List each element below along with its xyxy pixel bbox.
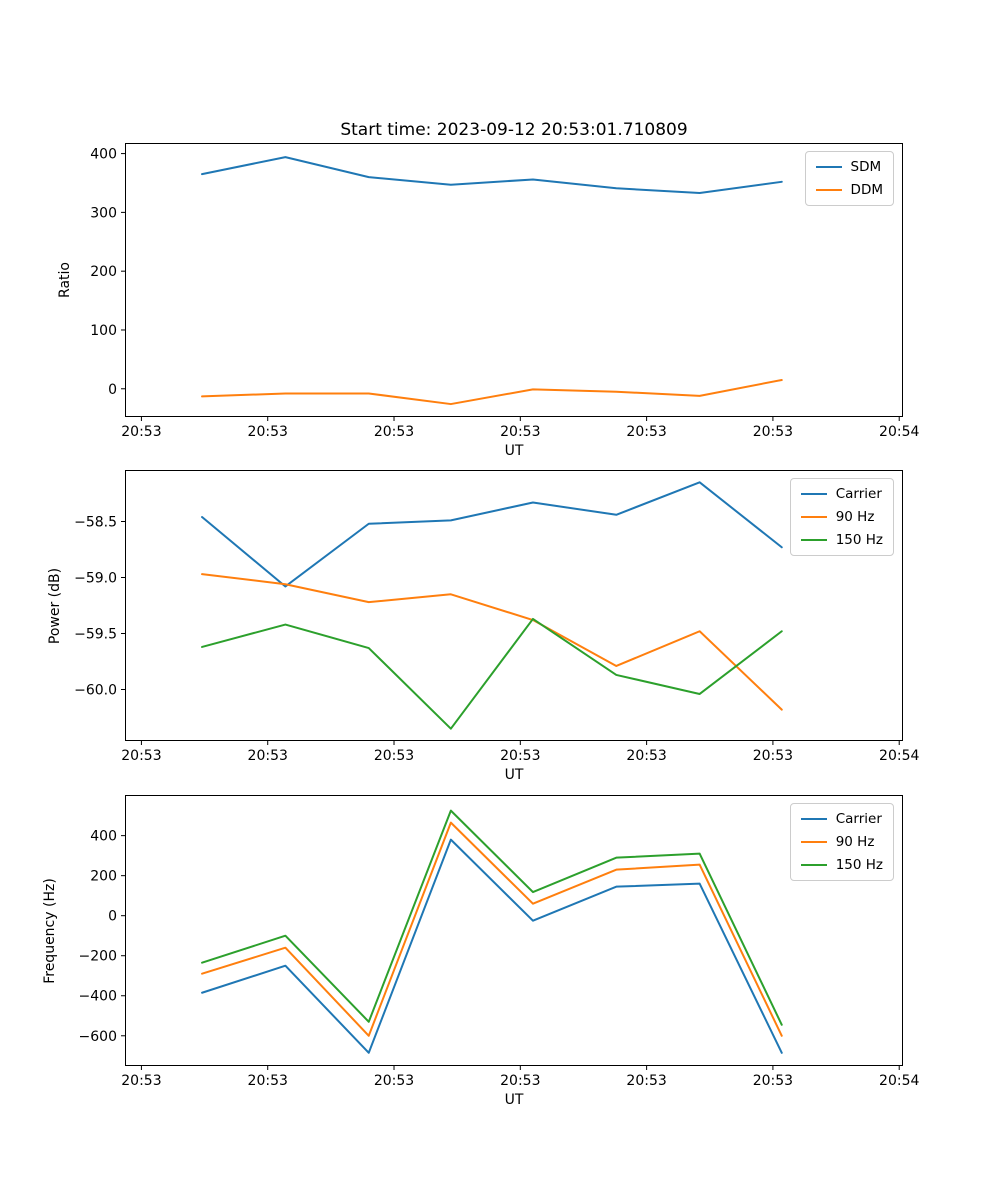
legend-label: Carrier — [835, 811, 882, 827]
ratio-chart-svg: 20:53 20:53 20:53 20:53 20:53 20:53 20:54 0 100 2… — [90, 143, 919, 440]
legend-line-swatch — [800, 841, 827, 843]
legend-line-swatch — [800, 818, 827, 820]
svg-text:−400: −400 — [79, 989, 117, 1005]
svg-text:20:53: 20:53 — [121, 1073, 161, 1089]
svg-text:400: 400 — [90, 147, 117, 163]
svg-text:300: 300 — [90, 205, 117, 221]
legend-line-swatch — [800, 864, 827, 866]
svg-text:20:53: 20:53 — [500, 424, 540, 440]
legend-label: 150 Hz — [835, 532, 883, 548]
svg-text:20:53: 20:53 — [753, 748, 793, 764]
power-chart-svg: 20:53 20:53 20:53 20:53 20:53 20:53 20:54 −60.0… — [74, 470, 919, 764]
legend-item: DDM — [815, 182, 883, 198]
svg-text:20:53: 20:53 — [374, 1073, 414, 1089]
svg-text:100: 100 — [90, 323, 117, 339]
legend-label: Carrier — [835, 486, 882, 502]
svg-text:−59.5: −59.5 — [74, 626, 117, 642]
svg-text:20:53: 20:53 — [500, 748, 540, 764]
power-plot-area: 20:53 20:53 20:53 20:53 20:53 20:53 20:54 −60.0… — [74, 470, 919, 764]
svg-text:20:53: 20:53 — [248, 424, 288, 440]
svg-text:20:53: 20:53 — [753, 424, 793, 440]
figure-title: Start time: 2023-09-12 20:53:01.710809 — [340, 120, 688, 140]
frequency-chart-svg: 20:53 20:53 20:53 20:53 20:53 20:53 20:54 −600 −… — [79, 795, 919, 1089]
svg-text:0: 0 — [108, 382, 117, 398]
svg-text:0: 0 — [108, 909, 117, 925]
legend-line-swatch — [800, 516, 827, 518]
frequency-x-axis-label: UT — [504, 1092, 524, 1108]
legend-item: 150 Hz — [800, 532, 883, 548]
power-legend: Carrier 90 Hz 150 Hz — [789, 478, 894, 556]
svg-text:−600: −600 — [79, 1029, 117, 1045]
frequency-y-axis-label: Frequency (Hz) — [42, 878, 58, 984]
legend-label: SDM — [850, 159, 882, 175]
svg-text:20:53: 20:53 — [121, 424, 161, 440]
legend-item: Carrier — [800, 811, 883, 827]
ratio-x-axis-label: UT — [504, 443, 524, 459]
svg-text:20:54: 20:54 — [879, 748, 919, 764]
power-x-axis-label: UT — [504, 767, 524, 783]
legend-line-swatch — [815, 189, 842, 191]
svg-text:−200: −200 — [79, 949, 117, 965]
svg-text:20:53: 20:53 — [374, 748, 414, 764]
svg-text:20:54: 20:54 — [879, 424, 919, 440]
legend-label: 90 Hz — [835, 509, 875, 525]
svg-text:20:53: 20:53 — [626, 424, 666, 440]
svg-text:400: 400 — [90, 829, 117, 845]
legend-label: DDM — [850, 182, 883, 198]
legend-item: 90 Hz — [800, 834, 883, 850]
ratio-y-axis-label: Ratio — [57, 262, 73, 298]
svg-text:20:54: 20:54 — [879, 1073, 919, 1089]
legend-line-swatch — [815, 166, 842, 168]
svg-text:200: 200 — [90, 264, 117, 280]
svg-text:20:53: 20:53 — [374, 424, 414, 440]
svg-text:20:53: 20:53 — [626, 1073, 666, 1089]
svg-text:−60.0: −60.0 — [74, 682, 117, 698]
svg-text:200: 200 — [90, 869, 117, 885]
legend-line-swatch — [800, 539, 827, 541]
ratio-legend: SDM DDM — [804, 151, 894, 206]
legend-item: SDM — [815, 159, 883, 175]
frequency-legend: Carrier 90 Hz 150 Hz — [789, 803, 894, 881]
ratio-plot-area: 20:53 20:53 20:53 20:53 20:53 20:53 20:54 0 100 2… — [90, 143, 919, 440]
svg-text:−58.5: −58.5 — [74, 515, 117, 531]
svg-text:20:53: 20:53 — [500, 1073, 540, 1089]
svg-text:20:53: 20:53 — [248, 1073, 288, 1089]
svg-text:20:53: 20:53 — [626, 748, 666, 764]
svg-text:−59.0: −59.0 — [74, 571, 117, 587]
svg-text:20:53: 20:53 — [248, 748, 288, 764]
legend-item: 150 Hz — [800, 857, 883, 873]
legend-line-swatch — [800, 493, 827, 495]
legend-label: 90 Hz — [835, 834, 875, 850]
svg-text:20:53: 20:53 — [753, 1073, 793, 1089]
frequency-plot-area: 20:53 20:53 20:53 20:53 20:53 20:53 20:54 −600 −… — [79, 795, 919, 1089]
legend-item: Carrier — [800, 486, 883, 502]
power-y-axis-label: Power (dB) — [47, 567, 63, 645]
svg-text:20:53: 20:53 — [121, 748, 161, 764]
legend-item: 90 Hz — [800, 509, 883, 525]
legend-label: 150 Hz — [835, 857, 883, 873]
